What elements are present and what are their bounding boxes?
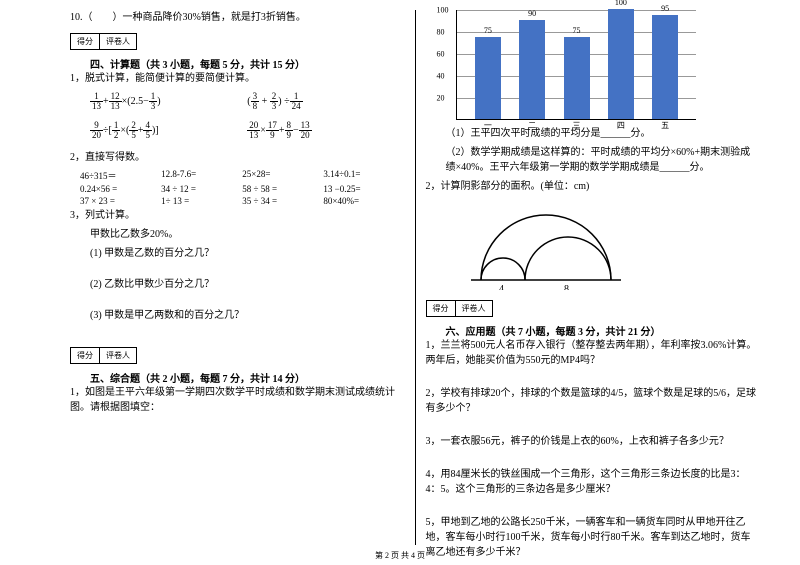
- section-6-head: 得分 评卷人: [426, 300, 761, 317]
- arc-label-a: 4: [499, 284, 504, 290]
- sec5-q2: 2，计算阴影部分的面积。(单位：cm): [426, 179, 761, 194]
- section-4-title: 四、计算题（共 3 小题，每题 5 分，共计 15 分）: [90, 56, 405, 71]
- score-label: 得分: [71, 34, 100, 49]
- grader-label: 评卷人: [100, 348, 136, 363]
- right-column: 2040608010075一90二75三100四95五 （1）王平四次平时成绩的…: [416, 10, 771, 545]
- calc-row-3: 37 × 23 = 1÷ 13 = 35 ÷ 34 = 80×40%=: [80, 196, 405, 206]
- sec6-q4: 4，用84厘米长的铁丝围成一个三角形，这个三角形三条边长度的比是3：4：5。这个…: [426, 467, 761, 497]
- sec4-q3-1: (1) 甲数是乙数的百分之几？: [90, 246, 405, 261]
- chart-bar: [475, 37, 501, 120]
- sec6-q2: 2，学校有排球20个，排球的个数是篮球的4/5，篮球个数是足球的5/6，足球有多…: [426, 386, 761, 416]
- expr-3: 920÷[12×(25+45)]: [90, 121, 247, 140]
- expr-1: 113+1213×(2.5−13): [90, 92, 247, 111]
- chart-bar: [652, 15, 678, 120]
- sec4-q3-2: (2) 乙数比甲数少百分之几？: [90, 277, 405, 292]
- sec5-sub2: （2）数学学期成绩是这样算的：平时成绩的平均分×60%+期末测验成绩×40%。王…: [446, 145, 761, 175]
- section-6-title: 六、应用题（共 7 小题，每题 3 分，共计 21 分）: [446, 323, 761, 338]
- section-5-title: 五、综合题（共 2 小题，每题 7 分，共计 14 分）: [90, 370, 405, 385]
- chart-bar: [564, 37, 590, 120]
- question-10: 10.（ ）一种商品降价30%销售，就是打3折销售。: [70, 10, 405, 25]
- grader-label: 评卷人: [100, 34, 136, 49]
- arc-figure: 4 8: [466, 200, 626, 290]
- sec6-q1: 1，兰兰将500元人名币存入银行（整存整去两年期），年利率按3.06%计算。两年…: [426, 338, 761, 368]
- math-row-2: 920÷[12×(25+45)] 2013×179+89−1320: [90, 121, 405, 140]
- expr-2: (38 + 23) ÷124: [247, 92, 404, 111]
- section-5-head: 得分 评卷人: [70, 347, 405, 364]
- math-row-1: 113+1213×(2.5−13) (38 + 23) ÷124: [90, 92, 405, 111]
- score-box: 得分 评卷人: [70, 347, 137, 364]
- page-footer: 第 2 页 共 4 页: [0, 550, 800, 561]
- calc-row-1: 46÷315＝ 12.8-7.6= 25×28= 3.14÷0.1=: [80, 169, 405, 182]
- sec4-q2: 2，直接写得数。: [70, 150, 405, 165]
- score-box: 得分 评卷人: [426, 300, 493, 317]
- sec4-q3-3: (3) 甲数是甲乙两数和的百分之几？: [90, 308, 405, 323]
- calc-row-2: 0.24×56 = 34 ÷ 12 = 58 ÷ 58 = 13 −0.25=: [80, 184, 405, 194]
- sec6-q3: 3，一套衣服56元，裤子的价钱是上衣的60%，上衣和裤子各多少元？: [426, 434, 761, 449]
- left-column: 10.（ ）一种商品降价30%销售，就是打3折销售。 得分 评卷人 四、计算题（…: [60, 10, 416, 545]
- sec4-q3-head: 甲数比乙数多20%。: [90, 227, 405, 242]
- sec5-q1: 1，如图是王平六年级第一学期四次数学平时成绩和数学期末测试成绩统计图。请根据图填…: [70, 385, 405, 415]
- sec4-q3: 3，列式计算。: [70, 208, 405, 223]
- sec4-q1: 1，脱式计算，能简便计算的要简便计算。: [70, 71, 405, 86]
- score-label: 得分: [427, 301, 456, 316]
- chart-bar: [519, 20, 545, 119]
- bar-chart: 2040608010075一90二75三100四95五: [456, 10, 761, 120]
- chart-bar: [608, 9, 634, 119]
- score-label: 得分: [71, 348, 100, 363]
- grader-label: 评卷人: [456, 301, 492, 316]
- expr-4: 2013×179+89−1320: [247, 121, 404, 140]
- score-box: 得分 评卷人: [70, 33, 137, 50]
- arc-label-b: 8: [564, 284, 569, 290]
- section-4-head: 得分 评卷人: [70, 33, 405, 50]
